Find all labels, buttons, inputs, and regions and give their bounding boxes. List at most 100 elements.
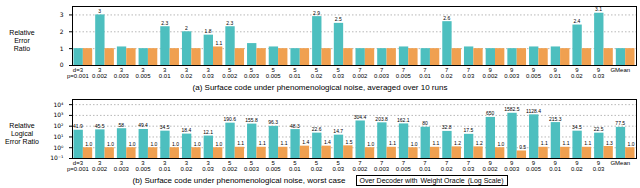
svg-text:10⁻¹: 10⁻¹ [50,154,64,161]
svg-text:34.5: 34.5 [572,124,582,130]
svg-text:1.0: 1.0 [150,141,157,147]
svg-text:1.0: 1.0 [367,141,374,147]
svg-text:50.005: 50.005 [266,160,282,172]
svg-text:d=3p=0.001: d=3p=0.001 [67,160,90,172]
svg-text:10²: 10² [53,122,64,129]
svg-text:1.0: 1.0 [497,141,504,147]
svg-text:70.002: 70.002 [352,160,368,172]
svg-text:2.6: 2.6 [443,15,450,21]
svg-text:1.2: 1.2 [454,140,461,146]
svg-text:90.02: 90.02 [571,67,583,79]
svg-text:3.1: 3.1 [595,6,602,12]
svg-text:70.01: 70.01 [419,160,431,172]
svg-text:58: 58 [119,122,125,128]
svg-text:2: 2 [185,25,188,31]
svg-text:50.002: 50.002 [222,160,238,172]
svg-text:70.003: 70.003 [374,160,390,172]
svg-text:30.002: 30.002 [92,160,108,172]
svg-text:30.003: 30.003 [114,160,130,172]
svg-text:30.02: 30.02 [181,67,193,79]
svg-text:30.03: 30.03 [202,67,214,79]
svg-text:1: 1 [60,45,64,52]
svg-text:22.5: 22.5 [594,126,604,132]
svg-text:70.01: 70.01 [419,67,431,79]
svg-text:30.01: 30.01 [159,160,171,172]
svg-text:1.1: 1.1 [584,140,591,146]
svg-text:70.03: 70.03 [463,67,475,79]
svg-text:1.1: 1.1 [215,40,222,46]
svg-text:1.0: 1.0 [194,141,201,147]
svg-text:155.8: 155.8 [245,117,258,123]
svg-text:650: 650 [486,110,495,116]
svg-text:70.02: 70.02 [441,67,453,79]
svg-text:GMean: GMean [610,67,630,73]
svg-text:90.002: 90.002 [483,160,499,172]
svg-text:70.002: 70.002 [352,67,368,79]
svg-text:90.003: 90.003 [504,67,520,79]
svg-text:1.0: 1.0 [411,141,418,147]
svg-text:1.0: 1.0 [215,141,222,147]
svg-text:18.4: 18.4 [182,127,192,133]
svg-text:1.4: 1.4 [324,139,331,145]
svg-text:0: 0 [60,61,64,68]
svg-text:1.0: 1.0 [85,141,92,147]
svg-text:70.003: 70.003 [374,67,390,79]
svg-text:30.03: 30.03 [202,160,214,172]
svg-text:48.3: 48.3 [290,123,300,129]
svg-text:1.0: 1.0 [107,141,114,147]
svg-text:1.1: 1.1 [563,140,570,146]
svg-text:70.03: 70.03 [463,160,475,172]
svg-text:30.01: 30.01 [159,67,171,79]
svg-text:1.0: 1.0 [129,141,136,147]
svg-text:90.03: 90.03 [593,160,605,172]
svg-text:1.1: 1.1 [259,140,266,146]
svg-text:1.1: 1.1 [389,140,396,146]
svg-text:50.01: 50.01 [289,160,301,172]
svg-text:96.3: 96.3 [268,119,278,125]
svg-text:14.7: 14.7 [333,128,343,134]
svg-text:1.2: 1.2 [476,140,483,146]
svg-text:10⁰: 10⁰ [53,144,64,151]
svg-text:1128.4: 1128.4 [526,108,541,114]
svg-text:90.01: 90.01 [549,160,561,172]
svg-text:2.4: 2.4 [573,18,580,24]
svg-text:190.6: 190.6 [224,116,237,122]
svg-text:90.02: 90.02 [571,160,583,172]
svg-text:70.005: 70.005 [396,67,412,79]
svg-text:1.1: 1.1 [541,140,548,146]
svg-text:3: 3 [98,8,101,14]
svg-text:1.0: 1.0 [172,141,179,147]
svg-text:50.005: 50.005 [266,67,282,79]
svg-text:17.5: 17.5 [464,127,474,133]
svg-text:1.4: 1.4 [302,139,309,145]
svg-text:GMean: GMean [610,160,630,166]
svg-text:32.8: 32.8 [442,124,452,130]
svg-text:30.02: 30.02 [181,160,193,172]
svg-text:1582.5: 1582.5 [504,106,520,112]
svg-text:3: 3 [60,11,64,18]
svg-text:1.5: 1.5 [346,139,353,145]
svg-text:1.0: 1.0 [628,141,635,147]
svg-text:50.003: 50.003 [244,160,260,172]
svg-text:304.4: 304.4 [354,114,367,120]
svg-text:41.9: 41.9 [73,123,83,129]
svg-text:50.03: 50.03 [332,67,344,79]
svg-text:2.5: 2.5 [335,16,342,22]
svg-text:70.005: 70.005 [396,160,412,172]
svg-text:12.1: 12.1 [203,129,213,135]
svg-text:90.01: 90.01 [549,67,561,79]
svg-text:45.5: 45.5 [95,123,105,129]
svg-text:34.5: 34.5 [160,124,170,130]
svg-text:1.1: 1.1 [432,140,439,146]
svg-text:2.9: 2.9 [313,10,320,16]
svg-text:30.002: 30.002 [92,67,108,79]
svg-text:50.002: 50.002 [222,67,238,79]
svg-text:0.5: 0.5 [519,144,526,150]
svg-text:90.005: 90.005 [526,160,542,172]
svg-text:50.003: 50.003 [244,67,260,79]
svg-text:70.02: 70.02 [441,160,453,172]
svg-text:50.01: 50.01 [289,67,301,79]
svg-text:50.03: 50.03 [332,160,344,172]
svg-text:10³: 10³ [53,111,64,118]
svg-text:30.005: 30.005 [135,67,151,79]
